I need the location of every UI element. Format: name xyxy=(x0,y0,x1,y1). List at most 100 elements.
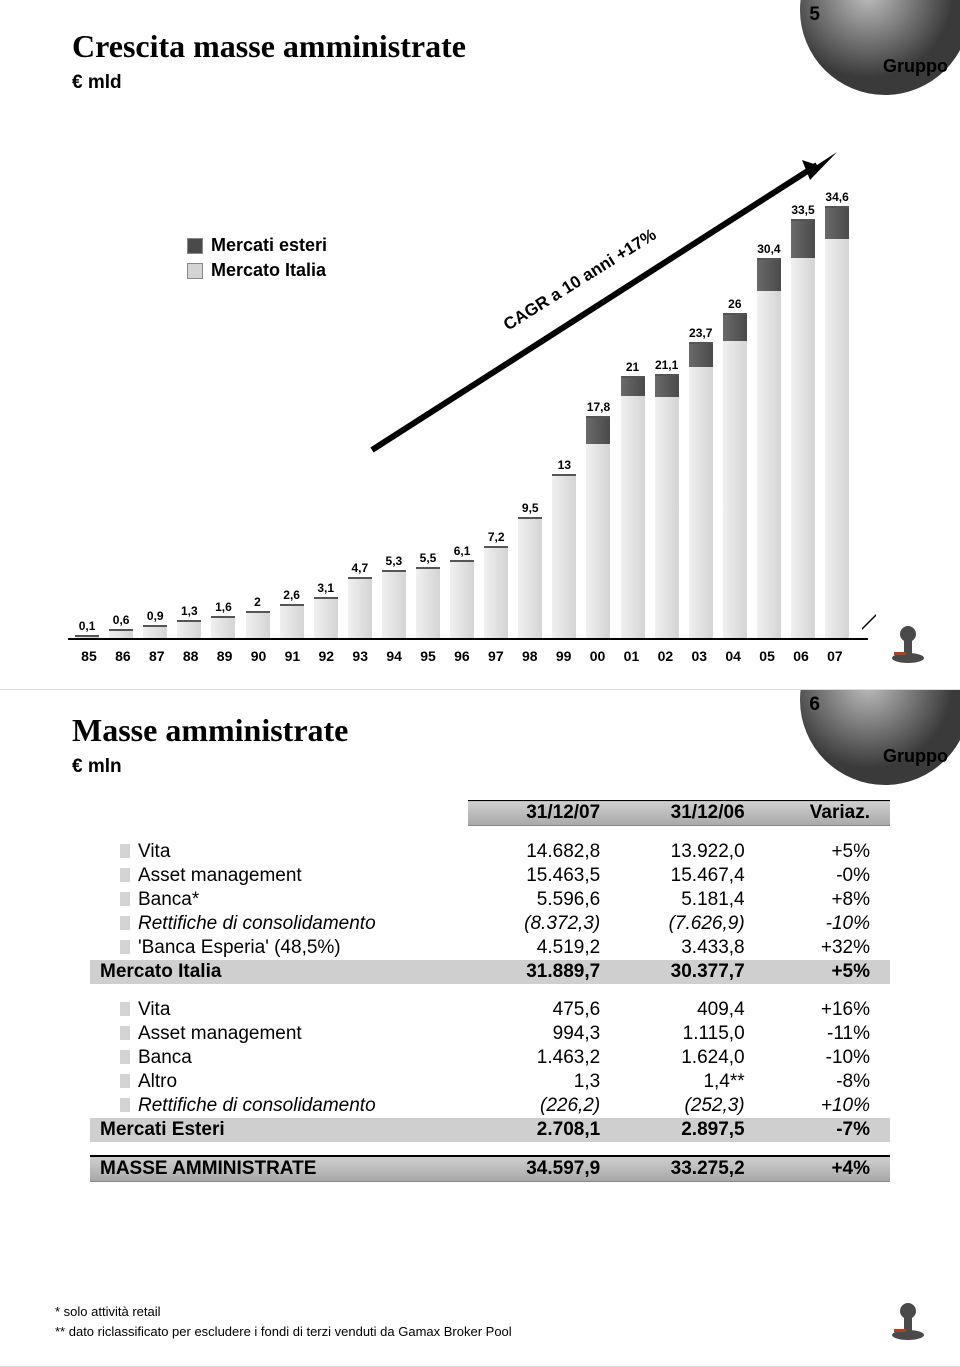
bar-segment-italia xyxy=(586,444,610,638)
bar-segment-italia xyxy=(484,548,508,638)
xaxis-label: 05 xyxy=(750,648,784,664)
table-row: Asset management15.463,515.467,4-0% xyxy=(90,864,890,888)
bar-segment-esteri xyxy=(757,258,781,291)
bar-segment-italia xyxy=(348,579,372,638)
row-bullet-icon xyxy=(120,1098,130,1112)
table-cell: Mercato Italia xyxy=(90,960,468,984)
bar-stack xyxy=(757,258,781,638)
row-bullet-icon xyxy=(120,940,130,954)
bar-stack xyxy=(382,570,406,638)
table-cell: +5% xyxy=(757,960,890,984)
xaxis-label: 06 xyxy=(784,648,818,664)
bar-segment-italia xyxy=(723,341,747,639)
table-cell: 5.181,4 xyxy=(612,888,756,912)
table-cell: 31/12/06 xyxy=(612,801,756,826)
bar-stack xyxy=(791,219,815,638)
row-bullet-icon xyxy=(120,916,130,930)
table-cell: 1.624,0 xyxy=(612,1046,756,1070)
bar-segment-esteri xyxy=(586,416,610,445)
row-bullet-icon xyxy=(120,868,130,882)
xaxis-label: 94 xyxy=(377,648,411,664)
table-cell: -10% xyxy=(757,1046,890,1070)
bar-value-label: 34,6 xyxy=(825,190,848,204)
table-cell: 14.682,8 xyxy=(468,840,612,864)
page-corner-label: Gruppo xyxy=(883,56,948,77)
bar-segment-italia xyxy=(655,397,679,638)
bar-stack xyxy=(484,546,508,638)
bar-col: 6,1 xyxy=(447,544,477,638)
table-cell: 1.115,0 xyxy=(612,1022,756,1046)
table-cell: Asset management xyxy=(90,864,468,888)
row-bullet-icon xyxy=(120,892,130,906)
bar-segment-italia xyxy=(109,631,133,639)
slide-title: Crescita masse amministrate xyxy=(72,28,466,65)
bar-col: 5,5 xyxy=(413,551,443,638)
bar-col: 1,6 xyxy=(208,600,238,638)
table-row: Vita14.682,813.922,0+5% xyxy=(90,840,890,864)
bar-stack xyxy=(75,635,99,638)
table-cell: +5% xyxy=(757,840,890,864)
bar-col: 17,8 xyxy=(583,400,613,639)
bar-segment-italia xyxy=(143,627,167,638)
table-cell: 30.377,7 xyxy=(612,960,756,984)
table-cell: 13.922,0 xyxy=(612,840,756,864)
company-logo-icon xyxy=(886,620,930,669)
bar-col: 23,7 xyxy=(686,326,716,638)
row-bullet-icon xyxy=(120,1074,130,1088)
bar-col: 0,1 xyxy=(72,619,102,638)
table-cell: +4% xyxy=(757,1156,890,1182)
bar-segment-italia xyxy=(621,396,645,639)
table-row: Mercato Italia31.889,730.377,7+5% xyxy=(90,960,890,984)
row-bullet-icon xyxy=(120,1050,130,1064)
table-cell: 15.463,5 xyxy=(468,864,612,888)
chart-xaxis: 8586878889909192939495969798990001020304… xyxy=(72,648,852,664)
xaxis-label: 95 xyxy=(411,648,445,664)
table-row: Altro1,31,4**-8% xyxy=(90,1070,890,1094)
table-cell: -11% xyxy=(757,1022,890,1046)
bar-value-label: 21,1 xyxy=(655,358,678,372)
bar-value-label: 1,3 xyxy=(181,604,198,618)
footnotes: * solo attività retail ** dato riclassif… xyxy=(55,1302,512,1341)
table-cell: MASSE AMMINISTRATE xyxy=(90,1156,468,1182)
bar-segment-italia xyxy=(314,599,338,638)
bar-stack xyxy=(280,604,304,639)
table-cell: 31/12/07 xyxy=(468,801,612,826)
bar-col: 5,3 xyxy=(379,554,409,638)
bar-stack xyxy=(689,342,713,638)
table-cell: -8% xyxy=(757,1070,890,1094)
table-cell: -7% xyxy=(757,1118,890,1142)
bar-stack xyxy=(177,620,201,638)
bar-segment-italia xyxy=(518,519,542,638)
table-cell: Rettifiche di consolidamento xyxy=(90,1094,468,1118)
table-cell: 1.463,2 xyxy=(468,1046,612,1070)
bar-value-label: 23,7 xyxy=(689,326,712,340)
bar-col: 33,5 xyxy=(788,203,818,638)
bar-segment-italia xyxy=(552,476,576,639)
bar-value-label: 9,5 xyxy=(522,501,539,515)
bar-segment-italia xyxy=(450,562,474,638)
bar-segment-italia xyxy=(382,572,406,638)
bar-col: 34,6 xyxy=(822,190,852,639)
footnote-1: * solo attività retail xyxy=(55,1302,512,1322)
table-cell: (252,3) xyxy=(612,1094,756,1118)
xaxis-label: 00 xyxy=(581,648,615,664)
bar-stack xyxy=(655,374,679,638)
bar-col: 0,6 xyxy=(106,613,136,639)
bar-stack xyxy=(246,611,270,638)
xaxis-label: 90 xyxy=(242,648,276,664)
bar-segment-italia xyxy=(177,622,201,638)
bar-stack xyxy=(314,597,338,638)
bar-stack xyxy=(586,416,610,639)
xaxis-label: 97 xyxy=(479,648,513,664)
bar-col: 13 xyxy=(549,458,579,639)
bar-stack xyxy=(109,629,133,639)
bar-value-label: 5,5 xyxy=(420,551,437,565)
slide-growth-chart: 5 Gruppo Crescita masse amministrate € m… xyxy=(0,0,960,690)
bar-segment-italia xyxy=(246,613,270,638)
table-cell: 1,4** xyxy=(612,1070,756,1094)
table-cell: 994,3 xyxy=(468,1022,612,1046)
page-number: 6 xyxy=(809,694,820,716)
bar-segment-italia xyxy=(75,637,99,638)
table-cell: +8% xyxy=(757,888,890,912)
bar-segment-italia xyxy=(416,569,440,638)
